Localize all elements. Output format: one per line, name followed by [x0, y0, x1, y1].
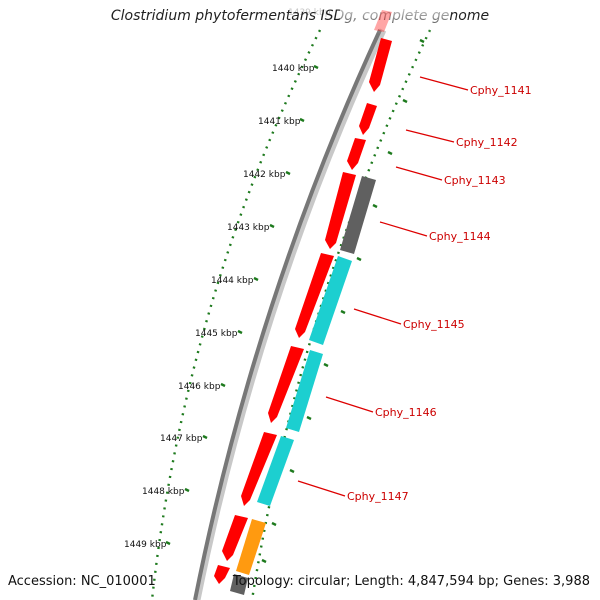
- tick-mark: [387, 150, 393, 156]
- tick-label: 1445 kbp: [195, 329, 238, 339]
- leader-line: [395, 166, 443, 181]
- tick-mark: [184, 487, 190, 493]
- gene-label-cphy-1146[interactable]: Cphy_1146: [375, 406, 437, 419]
- tick-label: 1449 kbp: [124, 540, 167, 550]
- cds-feature[interactable]: [347, 138, 366, 170]
- gene-label-cphy-1145[interactable]: Cphy_1145: [403, 318, 465, 331]
- gene-features: [230, 176, 376, 595]
- cds-feature[interactable]: [374, 10, 392, 32]
- label-leader-lines: [297, 76, 469, 497]
- tick-label: 1440 kbp: [272, 64, 315, 74]
- cds-feature[interactable]: [359, 103, 377, 135]
- tick-label: 1444 kbp: [211, 276, 254, 286]
- cds-feature[interactable]: [295, 253, 334, 338]
- gene-label-cphy-1144[interactable]: Cphy_1144: [429, 230, 491, 243]
- gene-label-cphy-1141[interactable]: Cphy_1141: [470, 84, 532, 97]
- tick-mark: [323, 362, 329, 368]
- genome-backbone-shadow: [193, 28, 387, 600]
- tick-mark: [356, 256, 362, 262]
- leader-line: [325, 396, 374, 413]
- tick-mark: [419, 38, 425, 44]
- tick-mark: [289, 468, 295, 474]
- gene-feature-cyan[interactable]: [257, 436, 294, 506]
- tick-label: 1441 kbp: [258, 117, 301, 127]
- cds-feature[interactable]: [241, 432, 277, 506]
- tick-mark: [372, 203, 378, 209]
- tick-mark: [220, 382, 226, 388]
- gene-feature-cyan[interactable]: [309, 256, 352, 345]
- leader-line: [353, 308, 402, 325]
- tick-mark: [306, 415, 312, 421]
- outer-dotted-ring: [150, 29, 322, 600]
- gene-feature-gray[interactable]: [340, 176, 376, 254]
- leader-line: [419, 76, 469, 91]
- leader-line: [405, 129, 455, 143]
- tick-mark: [313, 64, 319, 70]
- gene-label-cphy-1142[interactable]: Cphy_1142: [456, 136, 518, 149]
- tick-label: 1447 kbp: [160, 434, 203, 444]
- tick-mark: [202, 434, 208, 440]
- top-fade: [340, 0, 450, 34]
- tick-mark: [237, 329, 243, 335]
- accession-label: Accession: NC_010001: [8, 574, 156, 589]
- tick-mark: [269, 223, 275, 229]
- inner-tick-marks: [261, 38, 425, 564]
- leader-line: [379, 221, 428, 237]
- genome-backbone: [193, 29, 382, 600]
- tick-label: 1448 kbp: [142, 487, 185, 497]
- tick-mark: [402, 98, 408, 104]
- tick-mark: [285, 170, 291, 176]
- gene-feature-cyan[interactable]: [286, 350, 323, 432]
- tick-label: 1443 kbp: [227, 223, 270, 233]
- tick-label: 1442 kbp: [243, 170, 286, 180]
- tick-mark: [340, 309, 346, 315]
- cds-feature[interactable]: [222, 515, 248, 561]
- gene-feature-gray[interactable]: [230, 574, 248, 595]
- tick-mark: [165, 540, 171, 546]
- tick-mark: [271, 521, 277, 527]
- tick-label-partial: 1439 kbp: [288, 8, 331, 18]
- cds-feature[interactable]: [268, 346, 304, 423]
- tick-label: 1446 kbp: [178, 382, 221, 392]
- cds-features: [214, 10, 392, 584]
- cds-feature[interactable]: [325, 172, 356, 249]
- tick-mark: [299, 117, 305, 123]
- cds-feature[interactable]: [214, 565, 230, 584]
- tick-marks: [165, 64, 319, 546]
- tick-mark: [261, 558, 267, 564]
- tick-mark: [253, 276, 259, 282]
- topology-summary: Topology: circular; Length: 4,847,594 bp…: [232, 574, 590, 589]
- tick-labels: 1440 kbp 1441 kbp 1442 kbp 1443 kbp 1444…: [124, 64, 315, 550]
- leader-line: [297, 480, 346, 497]
- gene-label-cphy-1147[interactable]: Cphy_1147: [347, 490, 409, 503]
- cds-feature[interactable]: [369, 38, 392, 92]
- gene-label-cphy-1143[interactable]: Cphy_1143: [444, 174, 506, 187]
- gene-labels: Cphy_1141 Cphy_1142 Cphy_1143 Cphy_1144 …: [347, 84, 532, 503]
- gene-feature-orange[interactable]: [236, 519, 266, 575]
